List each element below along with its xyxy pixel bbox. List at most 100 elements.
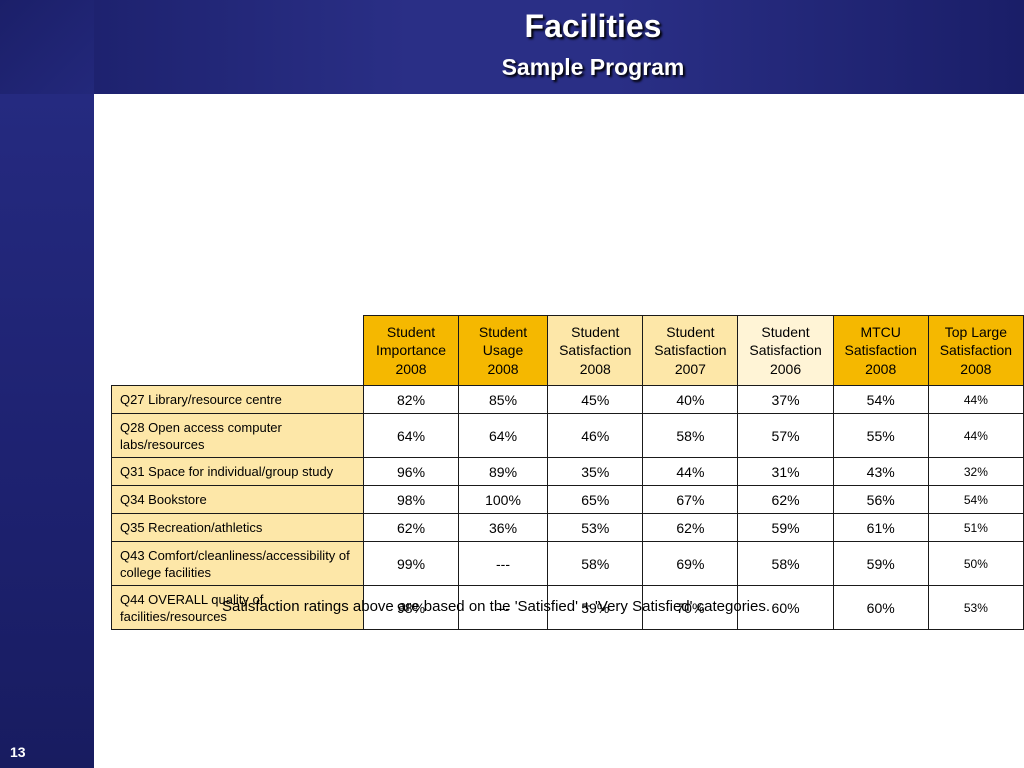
table-cell: 99%: [363, 541, 459, 586]
table-row: Q35 Recreation/athletics 62% 36% 53% 62% 59% 6…: [110, 513, 1024, 542]
column-header-line: Usage: [482, 342, 524, 359]
table-cell: 32%: [927, 457, 1024, 486]
column-header-line: Top Large: [944, 323, 1008, 340]
table-cell: 40%: [642, 385, 739, 414]
table-cell: 69%: [642, 541, 739, 586]
table-cell: 98%: [363, 585, 459, 630]
table-cell: 59%: [737, 513, 834, 542]
table-cell: 60%: [832, 585, 929, 630]
table-cell: 44%: [927, 413, 1024, 458]
column-header: Student Satisfaction 2008: [547, 315, 644, 386]
column-header: Top Large Satisfaction 2008: [927, 315, 1024, 386]
row-label: Q31 Space for individual/group study: [110, 457, 365, 486]
column-header: Student Importance 2008: [363, 315, 459, 386]
table-row: Q28 Open access computer labs/resources 6…: [110, 413, 1024, 458]
column-header-line: 2008: [395, 360, 427, 377]
column-header-line: Student: [761, 323, 810, 340]
table-cell: 58%: [737, 541, 834, 586]
slide-content: Student Importance 2008 Student Usage 20…: [94, 94, 1024, 768]
table-cell: ---: [457, 541, 549, 586]
table-cell: 98%: [363, 485, 459, 514]
table-cell: 82%: [363, 385, 459, 414]
column-header-line: Student: [478, 323, 528, 340]
column-header-line: Satisfaction: [939, 342, 1013, 359]
table-cell: 56%: [832, 485, 929, 514]
column-header-line: Satisfaction: [749, 342, 822, 359]
column-header-line: Student: [571, 323, 620, 340]
column-header-line: Satisfaction: [654, 342, 727, 359]
table-cell: 31%: [737, 457, 834, 486]
column-header-line: Satisfaction: [844, 342, 917, 359]
table-cell: 54%: [832, 385, 929, 414]
table-cell: 58%: [642, 413, 739, 458]
table-cell: 85%: [457, 385, 549, 414]
column-header-line: 2008: [487, 360, 519, 377]
table-cell: 36%: [457, 513, 549, 542]
table-cell: 64%: [457, 413, 549, 458]
table-cell: 53%: [927, 585, 1024, 630]
facilities-table: Student Importance 2008 Student Usage 20…: [110, 315, 1024, 630]
table-cell: 65%: [547, 485, 644, 514]
column-header-line: 2008: [579, 360, 611, 377]
table-cell: 89%: [457, 457, 549, 486]
table-cell: 44%: [927, 385, 1024, 414]
table-cell: 96%: [363, 457, 459, 486]
table-row: Q34 Bookstore 98% 100% 65% 67% 62% 56% 54%: [110, 485, 1024, 514]
column-header-line: 2006: [769, 360, 802, 377]
table-cell: 44%: [642, 457, 739, 486]
table-cell: 46%: [547, 413, 644, 458]
row-label: Q27 Library/resource centre: [110, 385, 365, 414]
slide-subtitle: Sample Program: [501, 54, 685, 80]
header-row: Student Importance 2008 Student Usage 20…: [112, 315, 1024, 386]
table-cell: 64%: [363, 413, 459, 458]
column-header-line: Student: [666, 323, 715, 340]
table-cell: 59%: [832, 541, 929, 586]
corner-cell: [112, 316, 364, 386]
table-cell: 67%: [642, 485, 739, 514]
table-cell: 62%: [642, 513, 739, 542]
table-cell: 70%: [642, 585, 739, 630]
row-label: Q35 Recreation/athletics: [110, 513, 365, 542]
column-header: Student Usage 2008: [457, 315, 549, 386]
table-cell: 53%: [547, 513, 644, 542]
table-cell: 45%: [547, 385, 644, 414]
table-cell: 50%: [927, 541, 1024, 586]
column-header-line: Satisfaction: [559, 342, 632, 359]
title-band: [0, 0, 1024, 94]
table-cell: ---: [457, 585, 549, 630]
left-band: [0, 94, 94, 768]
table-cell: 62%: [363, 513, 459, 542]
column-header-line: 2007: [674, 360, 706, 377]
column-header: Student Satisfaction 2007: [642, 315, 739, 386]
table-cell: 59%: [547, 585, 644, 630]
table-cell: 54%: [927, 485, 1024, 514]
table-row: Q43 Comfort/cleanliness/accessibility of…: [110, 541, 1024, 586]
row-label: Q28 Open access computer labs/resources: [110, 413, 365, 458]
table-body: Q27 Library/resource centre 82% 85% 45% 40% 3…: [110, 385, 1024, 630]
column-header-line: Student: [386, 323, 436, 340]
table-cell: 60%: [737, 585, 834, 630]
row-label: Q44 OVERALL quality of facilities/resour…: [110, 585, 365, 630]
slide-number: 13: [10, 744, 26, 760]
table-cell: 43%: [832, 457, 929, 486]
corner-block: [0, 0, 94, 94]
table-cell: 35%: [547, 457, 644, 486]
table-cell: 37%: [737, 385, 834, 414]
footnote: Satisfaction ratings above are based on …: [222, 598, 771, 615]
row-label: Q43 Comfort/cleanliness/accessibility of…: [110, 541, 365, 586]
table-cell: 61%: [832, 513, 929, 542]
table-row: Q31 Space for individual/group study 96% 8…: [110, 457, 1024, 486]
table-cell: 55%: [832, 413, 929, 458]
column-header-line: Importance: [376, 342, 447, 359]
table-cell: 58%: [547, 541, 644, 586]
column-header-line: 2008: [960, 360, 992, 377]
table-cell: 62%: [737, 485, 834, 514]
table-row: Q27 Library/resource centre 82% 85% 45% 40% 3…: [110, 385, 1024, 414]
row-label: Q34 Bookstore: [110, 485, 365, 514]
column-header-line: MTCU: [860, 323, 901, 340]
table-cell: 51%: [927, 513, 1024, 542]
column-header: Student Satisfaction 2006: [737, 315, 834, 386]
column-header-line: 2008: [865, 360, 897, 377]
table-cell: 57%: [737, 413, 834, 458]
column-header: MTCU Satisfaction 2008: [832, 315, 929, 386]
